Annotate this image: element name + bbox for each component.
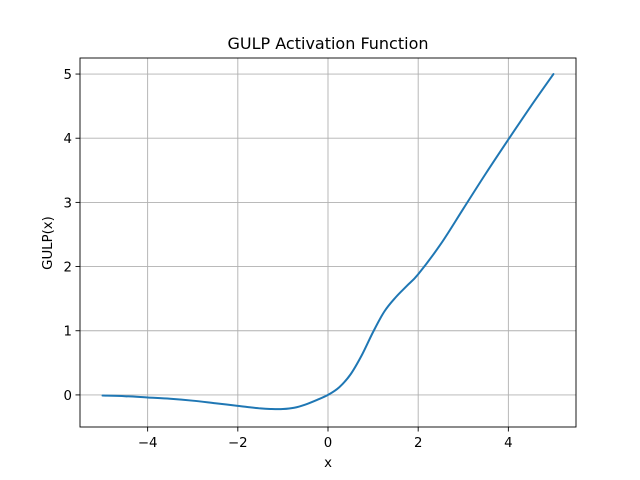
y-tick-label: 0 — [64, 389, 72, 404]
y-tick-label: 3 — [64, 196, 72, 211]
y-axis-label: GULP(x) — [41, 216, 56, 270]
series-layer — [101, 73, 555, 411]
y-tick-label: 5 — [64, 68, 72, 83]
x-tick-label: 4 — [504, 436, 512, 451]
x-tick-label: −2 — [228, 436, 248, 451]
y-tick-label: 4 — [64, 132, 72, 147]
x-tick-label: 2 — [414, 436, 422, 451]
tick-layer: −4 −2 0 2 4 0 1 2 3 4 5 — [64, 68, 513, 451]
x-tick-label: 0 — [324, 436, 332, 451]
y-tick-label: 1 — [64, 325, 72, 340]
series-line — [101, 73, 555, 411]
y-tick-label: 2 — [64, 261, 72, 276]
x-axis-label: x — [324, 456, 332, 471]
chart-title: GULP Activation Function — [228, 34, 429, 53]
x-tick-label: −4 — [138, 436, 158, 451]
